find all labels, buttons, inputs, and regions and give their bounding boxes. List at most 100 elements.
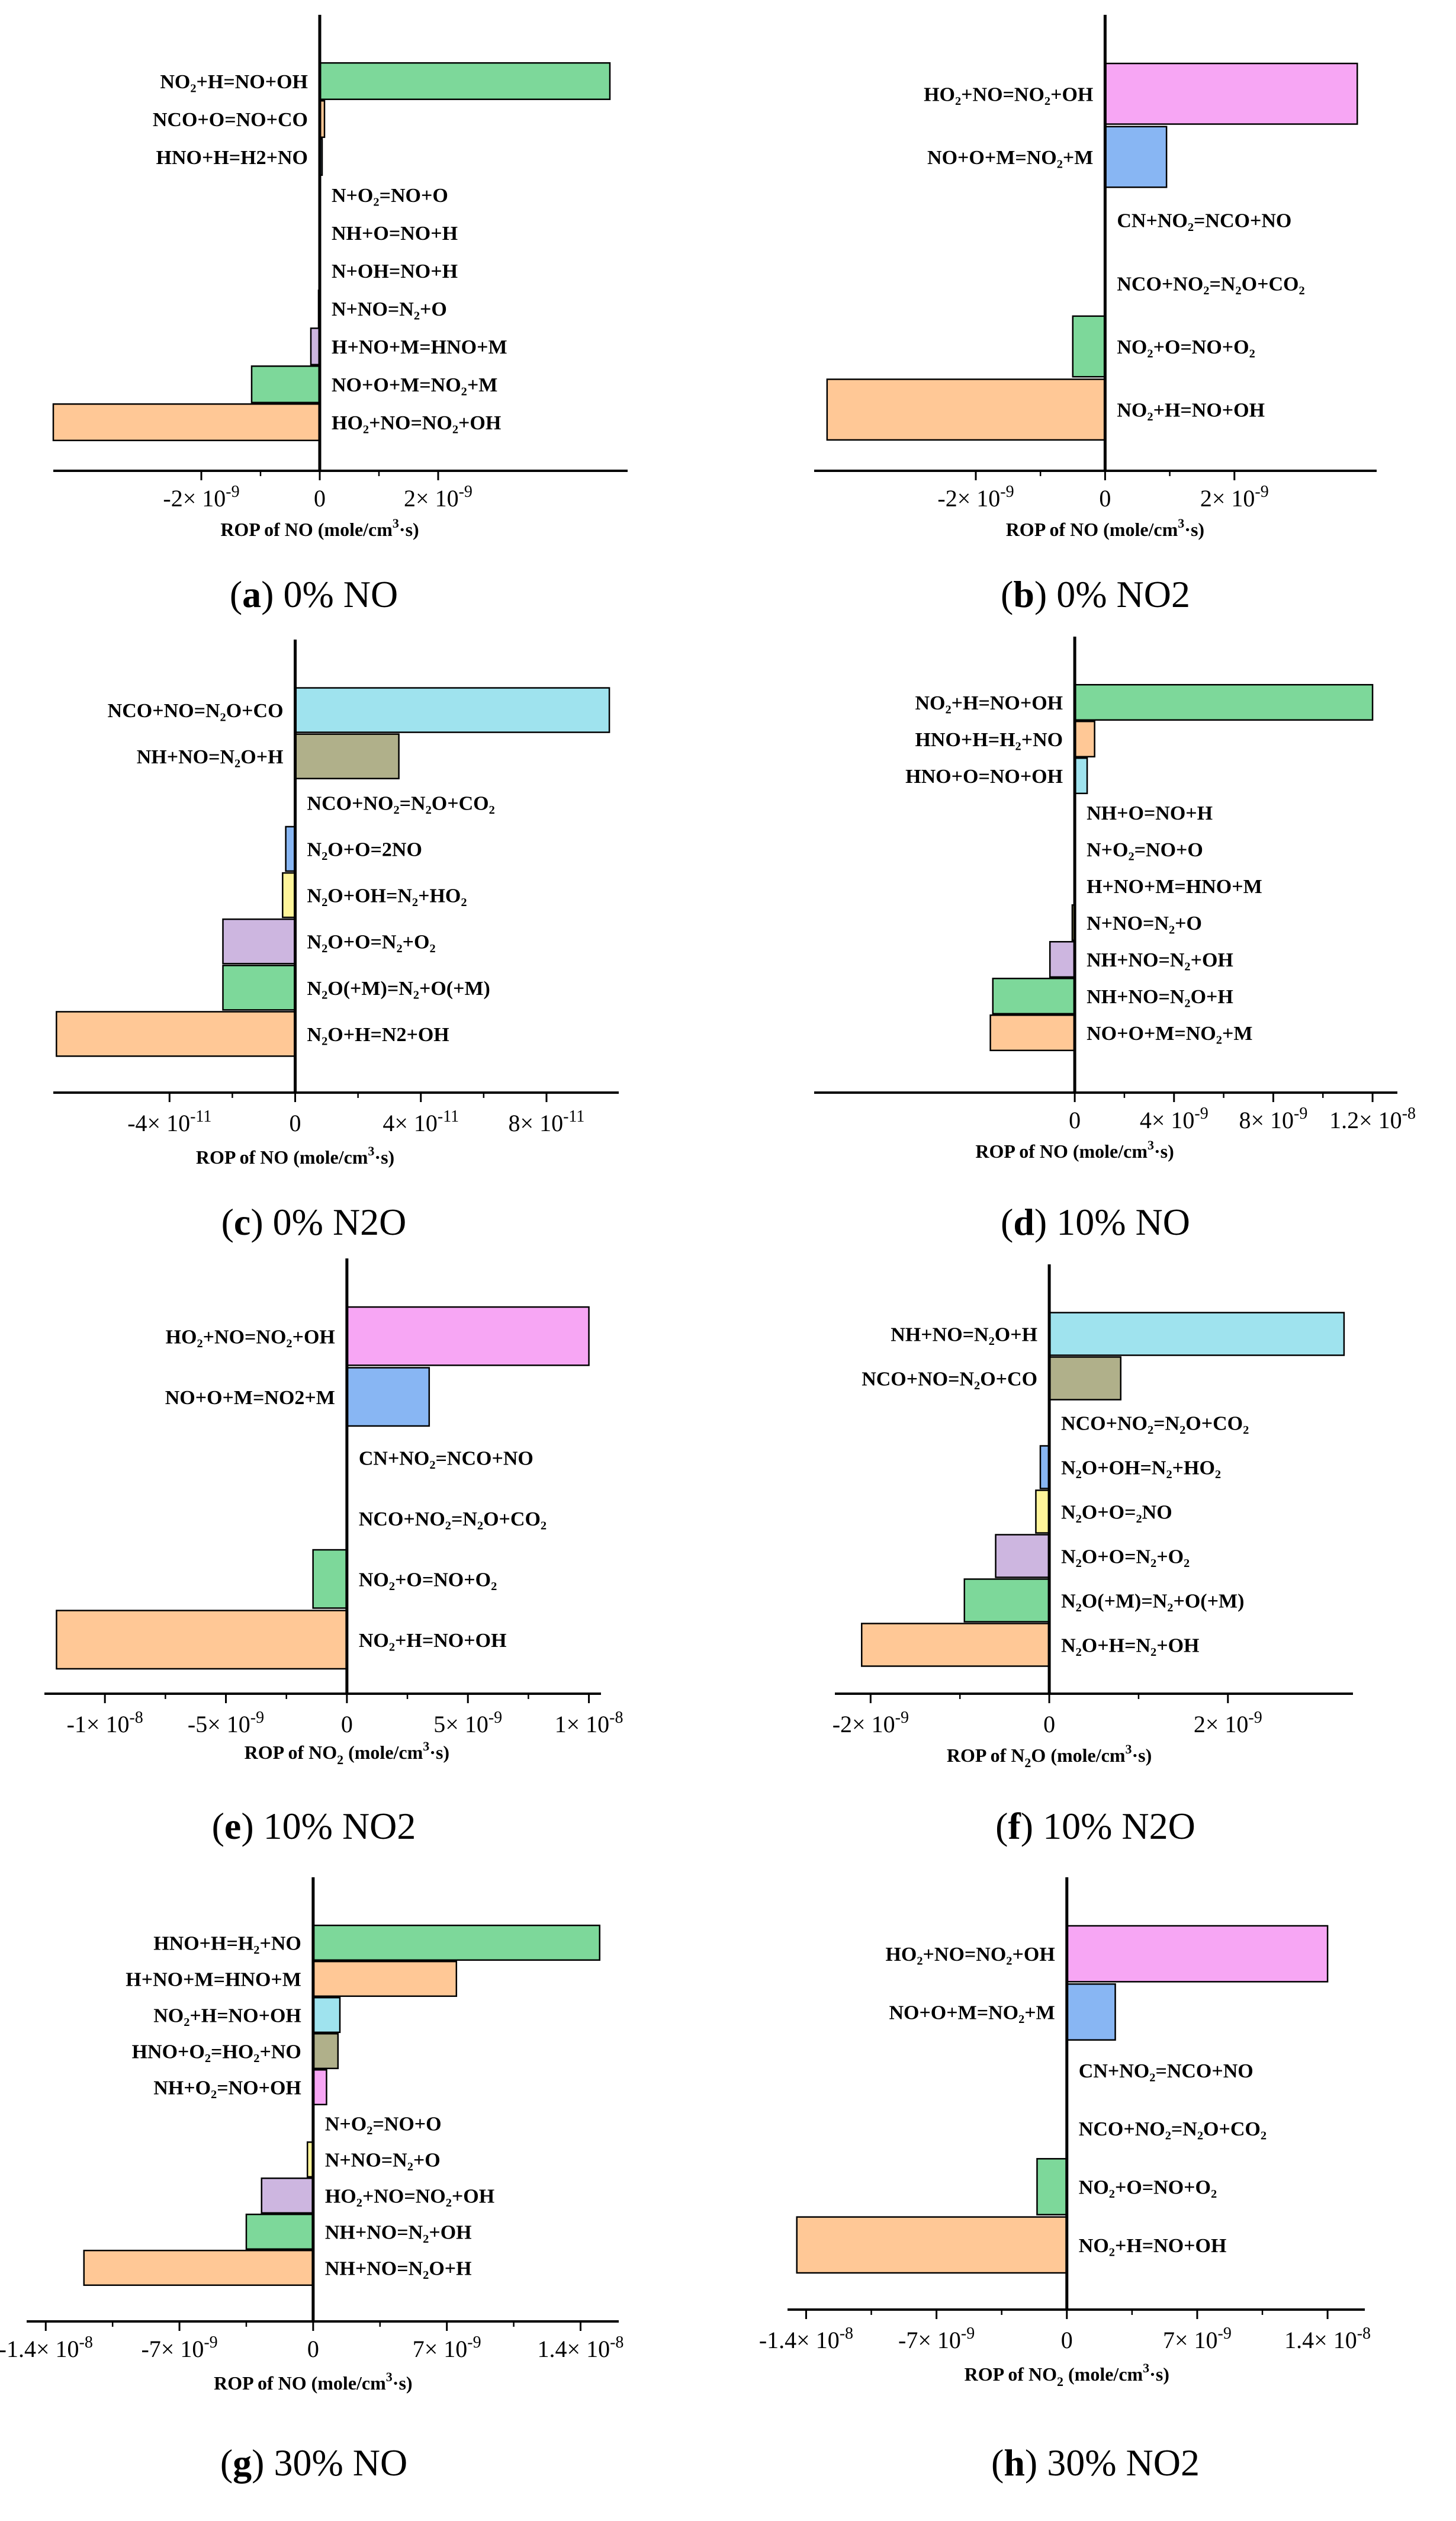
bar-2	[1073, 720, 1095, 758]
x-axis-label: ROP of NO2 (mole/cm3·s)	[245, 1739, 449, 1767]
x-axis-label: ROP of NO2 (mole/cm3·s)	[965, 2361, 1169, 2389]
reaction-label: HNO+H=H2+NO	[156, 147, 308, 169]
chart-panel-d: NO₂+H=NO+OH HNO+H=H₂+NO HNO+O=NO+OH NH+O=NO…	[814, 637, 1416, 1243]
reaction-label: HO₂+NO=NO₂+OH	[325, 2186, 494, 2208]
tick-label: 7× 10-9	[1163, 2324, 1232, 2353]
reaction-label: HO₂+NO=NO₂+OH	[166, 1326, 335, 1348]
reaction-label: H+NO+M=HNO+M	[332, 336, 507, 358]
reaction-label: N₂O+O=₂NO	[1061, 1502, 1172, 1524]
bar-6	[222, 918, 296, 965]
reaction-label: N+OH=NO+H	[332, 261, 458, 282]
reaction-label: NCO+NO₂=N₂O+CO₂	[1061, 1413, 1249, 1435]
bar-4	[312, 2032, 339, 2070]
reaction-label: NH+O=NO+H	[1087, 802, 1213, 824]
tick-label: 4× 10-9	[1140, 1104, 1208, 1133]
bar-9	[245, 2213, 314, 2250]
bar-1	[1048, 1312, 1345, 1356]
reaction-label: NO₂+H=NO+OH	[1117, 400, 1265, 422]
bar-1	[294, 687, 610, 733]
bar-7	[222, 965, 296, 1011]
reaction-label: NCO+NO=N₂O+CO	[108, 700, 284, 722]
bar-9	[250, 365, 321, 403]
tick-label: 8× 10-9	[1239, 1104, 1307, 1133]
x-axis-label: ROP of NO (mole/cm3·s)	[214, 2369, 412, 2394]
tick-label: 0	[1069, 1107, 1081, 1133]
reaction-label: NO₂+H=NO+OH	[359, 1630, 507, 1652]
tick-label: 0	[341, 1711, 353, 1738]
bar-5	[312, 2069, 327, 2106]
bar-3	[1073, 757, 1088, 795]
reaction-label: HNO+O=NO+OH	[905, 766, 1063, 788]
bar-8	[261, 2177, 314, 2214]
reaction-label: NCO+O=NO+CO	[153, 109, 308, 131]
tick-label: 1.4× 10-8	[538, 2333, 624, 2362]
bar-5	[282, 872, 296, 919]
bar-1	[1104, 62, 1358, 125]
chart-panel-e: HO₂+NO=NO₂+OH NO+O+M=NO2+M CN+NO₂=NCO+NO NC…	[44, 1258, 623, 1847]
reaction-label: N₂O(+M)=N₂+O(+M)	[307, 978, 490, 1000]
bar-2	[346, 1367, 430, 1427]
bar-6	[796, 2216, 1068, 2274]
tick-label: 0	[290, 1110, 301, 1136]
bar-5	[1036, 2158, 1068, 2215]
bar-10	[52, 403, 321, 441]
tick-label: -7× 10-9	[898, 2324, 975, 2353]
bar-3	[312, 1996, 341, 2034]
chart-panel-f: NH+NO=N₂O+H NCO+NO=N₂O+CO NCO+NO₂=N₂O+CO₂ N…	[833, 1264, 1353, 1847]
reaction-label: NCO+NO=N₂O+CO	[862, 1369, 1037, 1390]
reaction-label: N₂O(+M)=N₂+O(+M)	[1061, 1591, 1244, 1613]
tick-label: -1.4× 10-8	[0, 2333, 93, 2362]
bar-6	[995, 1534, 1050, 1578]
tick-label: 2× 10-9	[404, 483, 473, 512]
x-axis-label: ROP of NO (mole/cm3·s)	[975, 1138, 1174, 1162]
reaction-label: N₂O+O=N₂+O₂	[1061, 1546, 1190, 1568]
bar-1	[1066, 1925, 1329, 1983]
tick-label: 0	[1099, 485, 1111, 512]
chart-panel-g: HNO+H=H₂+NO H+NO+M=HNO+M NO₂+H=NO+OH HNO+O₂…	[0, 1877, 623, 2484]
bar-1	[346, 1306, 590, 1366]
reaction-label: NCO+NO₂=N₂O+CO₂	[1117, 273, 1304, 295]
reaction-label: NH+O=NO+H	[332, 223, 458, 245]
bar-6	[826, 378, 1106, 441]
reaction-label: NO+O+M=NO2+M	[165, 1387, 335, 1409]
reaction-label: HNO+O₂=HO₂+NO	[132, 2041, 301, 2063]
reaction-label: N+O₂=NO+O	[332, 185, 448, 207]
bar-5	[1072, 315, 1106, 378]
tick-label: 4× 10-11	[383, 1107, 459, 1136]
reaction-label: NH+NO=N₂O+H	[137, 746, 284, 768]
panel-caption: (f) 10% N2O	[995, 1805, 1195, 1847]
reaction-label: HNO+H=H₂+NO	[153, 1933, 301, 1955]
x-axis-label: ROP of NO (mole/cm3·s)	[1006, 516, 1204, 540]
reaction-label: H+NO+M=HNO+M	[126, 1969, 301, 1991]
reaction-label: NH+NO=N₂O+H	[325, 2258, 472, 2280]
reaction-label: HO₂+NO=NO₂+OH	[924, 84, 1093, 105]
reaction-label: N₂O+O=2NO	[307, 839, 422, 860]
tick-label: 0	[314, 485, 326, 512]
bar-2	[294, 733, 400, 779]
tick-label: 1× 10-8	[555, 1709, 623, 1738]
reaction-label: N+NO=N₂+O	[1087, 913, 1202, 934]
reaction-label: CN+NO₂=NCO+NO	[1117, 210, 1291, 232]
bar-8	[56, 1011, 296, 1057]
reaction-label: N+NO=N₂+O	[332, 298, 447, 320]
reaction-label: NO₂+O=NO+O₂	[1117, 336, 1255, 358]
reaction-label: N₂O+H=N2+OH	[307, 1024, 449, 1046]
reaction-label: NH+NO=N₂+OH	[1087, 949, 1233, 971]
reaction-label: H+NO+M=HNO+M	[1087, 876, 1262, 898]
reaction-label: NH+NO=N₂O+H	[1087, 986, 1233, 1008]
bar-7	[963, 1578, 1050, 1623]
reaction-label: HO₂+NO=NO₂+OH	[885, 1944, 1055, 1966]
reaction-label: N+NO=N₂+O	[325, 2150, 441, 2172]
reaction-label: N₂O+OH=N₂+HO₂	[307, 885, 467, 907]
tick-label: 8× 10-11	[509, 1107, 585, 1136]
bar-5	[312, 1549, 348, 1609]
tick-label: -2× 10-9	[937, 483, 1014, 512]
reaction-label: NO₂+H=NO+OH	[1079, 2235, 1227, 2257]
tick-label: 2× 10-9	[1194, 1709, 1262, 1738]
reaction-label: NO₂+H=NO+OH	[160, 71, 308, 93]
reaction-label: NO+O+M=NO₂+M	[927, 147, 1093, 169]
reaction-label: NO₂+O=NO+O₂	[1079, 2177, 1217, 2199]
reaction-label: NCO+NO₂=N₂O+CO₂	[1079, 2118, 1267, 2140]
reaction-label: HO₂+NO=NO₂+OH	[332, 412, 501, 434]
